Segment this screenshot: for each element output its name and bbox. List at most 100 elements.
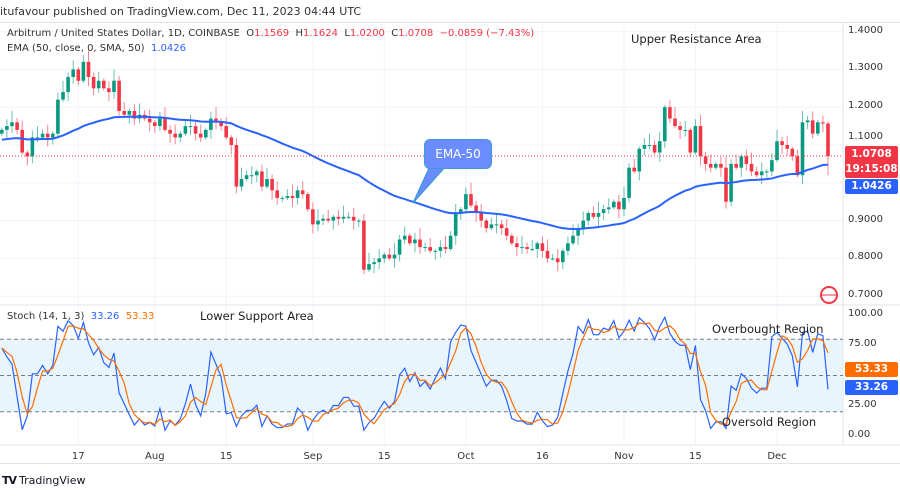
candle xyxy=(504,228,509,236)
candle xyxy=(561,250,565,263)
candle xyxy=(86,61,91,77)
candle xyxy=(601,209,606,214)
candle xyxy=(244,175,249,180)
candle xyxy=(280,197,285,199)
candle xyxy=(642,145,647,149)
candle xyxy=(555,258,560,263)
candle xyxy=(25,152,30,157)
candle xyxy=(367,264,371,270)
candle xyxy=(147,118,152,123)
candle xyxy=(402,235,407,240)
candle xyxy=(71,69,75,77)
candle xyxy=(734,163,738,168)
time-tick-label: 17 xyxy=(71,451,85,462)
candle xyxy=(122,110,126,115)
candle xyxy=(40,133,45,138)
candle xyxy=(209,118,213,130)
open-value: 1.1569 xyxy=(254,28,290,39)
candle xyxy=(606,207,611,210)
price-tick-label: 0.9000 xyxy=(848,213,883,225)
candle xyxy=(719,163,723,168)
candle xyxy=(515,243,519,248)
candle xyxy=(545,250,550,259)
candle xyxy=(678,126,682,130)
candle xyxy=(821,122,825,124)
ema-value: 1.0426 xyxy=(150,43,186,54)
candle xyxy=(239,179,244,187)
last-price: 1.0708 xyxy=(851,148,892,160)
candle xyxy=(224,126,228,138)
oversold-annotation: Oversold Region xyxy=(722,415,817,429)
candle xyxy=(443,247,448,249)
stoch-k-value: 33.26 xyxy=(90,311,120,322)
indicator-logo-icon[interactable] xyxy=(820,286,838,304)
candle xyxy=(663,107,667,142)
candle xyxy=(571,235,575,244)
candle xyxy=(714,163,718,168)
stoch-legend[interactable]: Stoch (14, 1, 3) 33.26 53.33 xyxy=(7,311,154,322)
candle xyxy=(484,220,489,229)
candle xyxy=(290,196,295,198)
candle xyxy=(816,122,820,134)
candle xyxy=(408,235,412,244)
candle xyxy=(652,145,657,153)
price-tick-label: 0.7000 xyxy=(848,289,883,301)
candle xyxy=(499,224,504,229)
candle xyxy=(300,190,305,195)
candle xyxy=(66,76,70,93)
change-value: −0.0859 (−7.43%) xyxy=(439,28,535,39)
symbol-title[interactable]: Arbitrum / United States Dollar, 1D, COI… xyxy=(7,28,240,39)
stoch-k-tag: 33.26 xyxy=(845,380,898,395)
candle xyxy=(392,254,397,259)
stoch-d-line xyxy=(1,322,829,428)
high-label: H xyxy=(295,28,303,39)
candle xyxy=(489,224,494,229)
candle xyxy=(698,126,703,157)
open-label: O xyxy=(246,28,255,39)
candle xyxy=(596,213,601,217)
candle xyxy=(45,133,50,138)
tradingview-logo[interactable]: TV TradingView xyxy=(2,474,86,487)
candle xyxy=(61,92,65,100)
lower-support-annotation: Lower Support Area xyxy=(200,309,314,323)
candle xyxy=(265,179,269,187)
candle xyxy=(81,61,86,81)
stoch-d-value: 53.33 xyxy=(125,311,155,322)
price-tick-label: 1.3000 xyxy=(848,62,883,74)
candle xyxy=(810,120,815,134)
stoch-label: Stoch (14, 1, 3) xyxy=(7,311,85,322)
candle xyxy=(316,220,320,225)
stoch-tick-label: 25.00 xyxy=(848,398,877,410)
candle xyxy=(321,218,325,221)
candle xyxy=(204,129,208,138)
low-label: L xyxy=(344,28,350,39)
candle xyxy=(214,118,218,123)
candle xyxy=(295,190,300,198)
candle xyxy=(744,156,749,164)
upper-resistance-annotation: Upper Resistance Area xyxy=(631,32,762,46)
low-value: 1.0200 xyxy=(349,28,385,39)
candle xyxy=(586,213,591,221)
candle xyxy=(428,247,432,251)
candle xyxy=(617,201,621,210)
candle xyxy=(790,148,795,157)
candle xyxy=(775,141,779,161)
chart-frame xyxy=(0,22,900,464)
candle xyxy=(622,197,626,210)
candle xyxy=(708,163,713,168)
candle xyxy=(581,220,585,229)
candle xyxy=(102,80,106,89)
ema-legend[interactable]: EMA (50, close, 0, SMA, 50) 1.0426 xyxy=(7,43,186,54)
ema-50-callout: EMA-50 xyxy=(424,139,492,169)
candle xyxy=(474,205,478,214)
candle xyxy=(647,145,652,146)
candle xyxy=(306,194,310,210)
candle xyxy=(153,122,157,127)
candle xyxy=(372,262,376,265)
candle xyxy=(795,156,800,176)
symbol-legend: Arbitrum / United States Dollar, 1D, COI… xyxy=(7,28,534,39)
candle xyxy=(765,171,769,173)
candle xyxy=(270,179,274,191)
candle xyxy=(520,247,524,249)
